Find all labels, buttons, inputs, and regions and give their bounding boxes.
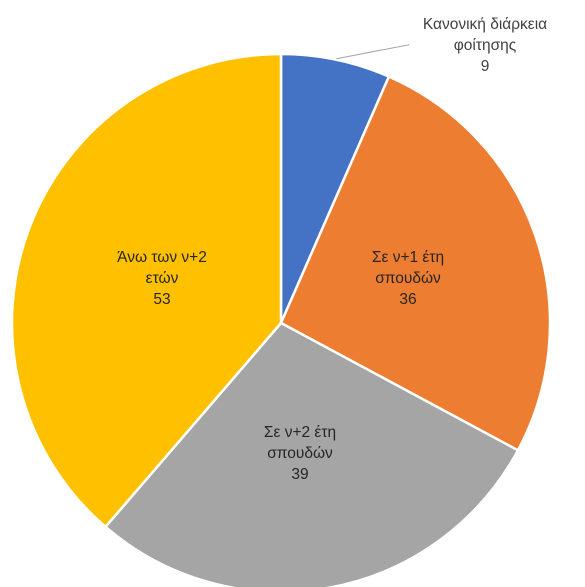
pie-slice bbox=[279, 52, 391, 325]
pie-slices bbox=[10, 52, 552, 587]
data-label-category: φοίτησης bbox=[454, 37, 517, 54]
leader-line bbox=[336, 44, 410, 60]
data-label-category: σπουδών bbox=[267, 445, 333, 462]
data-label-value: 9 bbox=[481, 58, 490, 75]
pie-slice bbox=[279, 75, 552, 452]
data-label-value: 53 bbox=[153, 291, 170, 308]
data-label-category: ετών bbox=[146, 270, 179, 287]
data-label-category: Άνω των ν+2 bbox=[117, 249, 207, 266]
pie-slice bbox=[10, 52, 283, 529]
data-label-category: Σε ν+1 έτη bbox=[372, 249, 444, 266]
data-label-category: Σε ν+2 έτη bbox=[264, 424, 336, 441]
data-label-category: σπουδών bbox=[375, 270, 441, 287]
data-label-category: Κανονική διάρκεια bbox=[423, 16, 547, 33]
pie-labels: Κανονική διάρκεια φοίτησης 9 Σε ν+1 έτη σπου… bbox=[117, 16, 547, 483]
pie-slice bbox=[104, 321, 520, 587]
data-label-value: 39 bbox=[291, 466, 308, 483]
data-label-value: 36 bbox=[399, 291, 416, 308]
